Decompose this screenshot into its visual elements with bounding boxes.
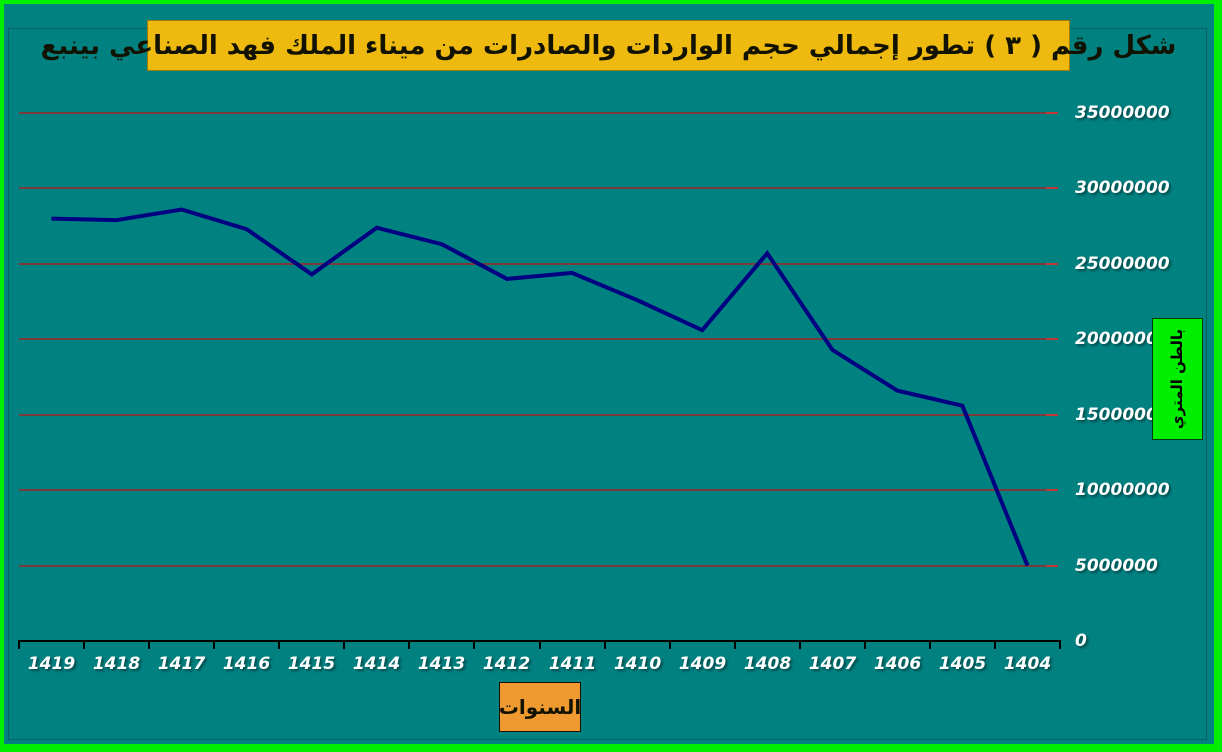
x-axis-tick	[18, 640, 20, 649]
x-axis-tick	[929, 640, 931, 649]
x-tick-label: 1410	[613, 654, 662, 674]
x-axis-tick	[473, 640, 475, 649]
x-axis-tick	[539, 640, 541, 649]
x-axis-tick	[864, 640, 866, 649]
x-tick-label: 1416	[222, 654, 271, 674]
chart-title: شكل رقم ( ٣ ) تطور إجمالي حجم الواردات و…	[41, 20, 1176, 71]
gridline	[19, 489, 1058, 491]
y-axis-tick	[1046, 414, 1058, 416]
x-axis-title: السنوات	[498, 695, 582, 719]
x-tick-label: 1417	[157, 654, 206, 674]
y-axis-tick	[1046, 187, 1058, 189]
x-tick-label: 1408	[743, 654, 792, 674]
x-tick-label: 1418	[92, 654, 141, 674]
y-axis-tick	[1046, 112, 1058, 114]
y-axis-tick	[1046, 338, 1058, 340]
y-tick-label: 30000000	[1075, 178, 1170, 198]
gridline	[19, 263, 1058, 265]
gridline	[19, 565, 1058, 567]
x-axis-tick	[734, 640, 736, 649]
plot-border	[8, 28, 1207, 740]
x-axis-tick	[994, 640, 996, 649]
x-tick-label: 1404	[1003, 654, 1052, 674]
y-axis-tick	[1046, 263, 1058, 265]
y-axis-title-box: بالطن المتري	[1152, 318, 1203, 440]
y-axis-tick	[1046, 565, 1058, 567]
x-axis-tick	[343, 640, 345, 649]
x-tick-label: 1412	[482, 654, 531, 674]
y-tick-label: 25000000	[1075, 254, 1170, 274]
y-tick-label: 20000000	[1075, 329, 1170, 349]
y-tick-label: 10000000	[1075, 480, 1170, 500]
x-axis-tick	[148, 640, 150, 649]
x-axis-tick	[213, 640, 215, 649]
x-tick-label: 1413	[417, 654, 466, 674]
x-axis-tick	[83, 640, 85, 649]
x-axis-tick	[278, 640, 280, 649]
x-axis-title-box: السنوات	[499, 682, 581, 732]
x-axis-tick	[1059, 640, 1061, 649]
x-tick-label: 1419	[27, 654, 76, 674]
y-axis-title: بالطن المتري	[1168, 328, 1187, 430]
x-tick-label: 1406	[873, 654, 922, 674]
x-tick-label: 1407	[808, 654, 857, 674]
gridline	[19, 414, 1058, 416]
x-axis-tick	[604, 640, 606, 649]
y-tick-label: 35000000	[1075, 103, 1170, 123]
gridline	[19, 338, 1058, 340]
x-axis-tick	[799, 640, 801, 649]
y-tick-label: 5000000	[1075, 556, 1158, 576]
x-tick-label: 1415	[287, 654, 336, 674]
x-axis-tick	[669, 640, 671, 649]
x-axis-tick	[408, 640, 410, 649]
x-tick-label: 1409	[678, 654, 727, 674]
x-tick-label: 1414	[352, 654, 401, 674]
y-axis-tick	[1046, 489, 1058, 491]
gridline	[19, 187, 1058, 189]
y-tick-label: 0	[1075, 631, 1087, 651]
x-tick-label: 1411	[548, 654, 597, 674]
y-tick-label: 15000000	[1075, 405, 1170, 425]
x-tick-label: 1405	[938, 654, 987, 674]
gridline	[19, 112, 1058, 114]
